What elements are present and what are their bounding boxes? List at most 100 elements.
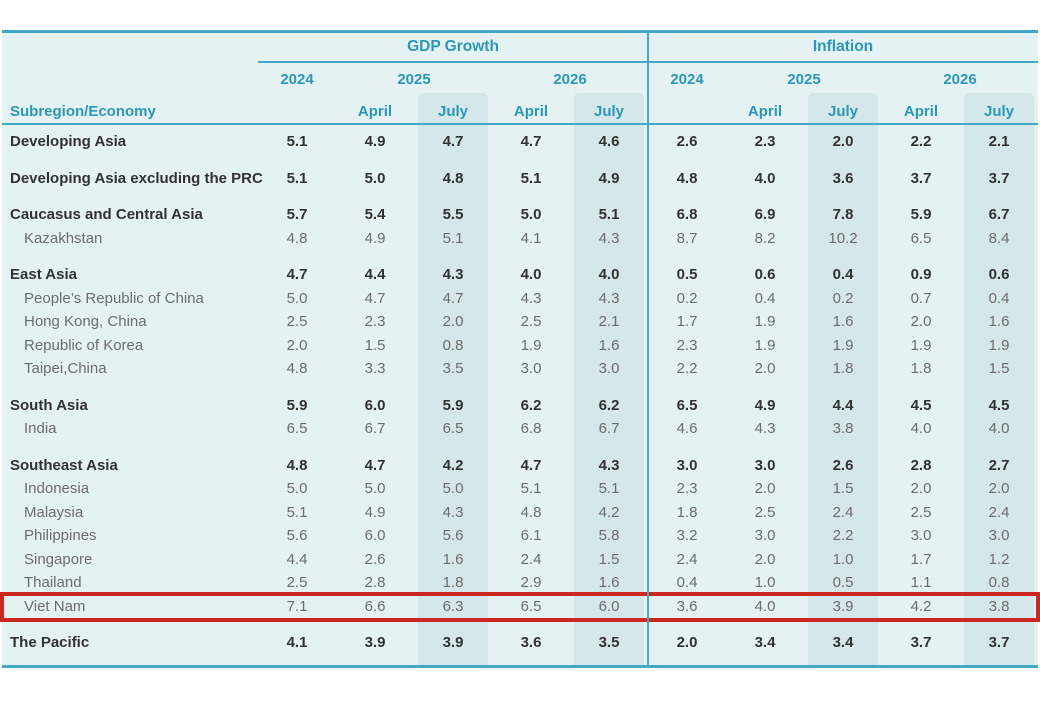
row-label: Caucasus and Central Asia — [10, 206, 203, 224]
gdp-value: 1.8 — [442, 574, 464, 592]
gdp-value: 7.1 — [286, 597, 308, 615]
gdp-value: 1.5 — [364, 336, 386, 354]
gdp-value: 6.5 — [286, 420, 308, 438]
row-label: Viet Nam — [24, 597, 86, 615]
inflation-value: 4.3 — [754, 420, 776, 438]
inflation-value: 1.9 — [754, 336, 776, 354]
inflation-value: 0.6 — [754, 266, 776, 284]
spacer — [648, 96, 726, 123]
inflation-value: 4.0 — [988, 420, 1010, 438]
forecast-table: GDP Growth Inflation 2024 2025 2026 2024… — [0, 30, 1040, 668]
inflation-value: 1.8 — [910, 360, 932, 378]
gdp-value: 5.0 — [364, 480, 386, 498]
inflation-value: 1.2 — [988, 550, 1010, 568]
gdp-value: 5.1 — [286, 503, 308, 521]
inflation-title: Inflation — [648, 33, 1038, 63]
table-body: Developing Asia 5.1 4.9 4.7 4.7 4.6 2.6 2.3 2.0 2… — [0, 125, 1040, 655]
row-label: Singapore — [24, 550, 93, 568]
inflation-value: 3.4 — [832, 634, 854, 652]
table-row: Philippines 5.6 6.0 5.6 6.1 5.8 3.2 3.0 2.2 3.0 3.… — [2, 524, 1038, 548]
month-label-april: April — [357, 103, 393, 120]
row-label: People’s Republic of China — [24, 289, 204, 307]
inflation-value: 3.0 — [988, 527, 1010, 545]
inflation-value: 1.0 — [832, 550, 854, 568]
inflation-value: 7.8 — [832, 206, 854, 224]
inflation-value: 4.2 — [910, 597, 932, 615]
gdp-value: 4.8 — [520, 503, 542, 521]
table-row: Malaysia 5.1 4.9 4.3 4.8 4.2 1.8 2.5 2.4 2.5 2.4 — [2, 501, 1038, 525]
row-label: Kazakhstan — [24, 229, 103, 247]
inflation-value: 0.5 — [832, 574, 854, 592]
gdp-value: 4.4 — [286, 550, 308, 568]
gdp-value: 1.6 — [598, 574, 620, 592]
inflation-value: 5.9 — [910, 206, 932, 224]
gdp-value: 4.6 — [598, 133, 620, 151]
table-row: Taipei,China 4.8 3.3 3.5 3.0 3.0 2.2 2.0 1.8 1.8 1… — [2, 357, 1038, 381]
gdp-growth-title: GDP Growth — [258, 33, 648, 63]
inflation-value: 1.9 — [754, 313, 776, 331]
month-label-july: July — [827, 103, 858, 120]
gdp-value: 6.1 — [520, 527, 542, 545]
inflation-value: 3.9 — [832, 597, 854, 615]
month-label-april: April — [903, 103, 939, 120]
inflation-value: 1.7 — [676, 313, 698, 331]
inflation-value: 1.5 — [832, 480, 854, 498]
inflation-value: 3.7 — [910, 634, 932, 652]
table-row: East Asia 4.7 4.4 4.3 4.0 4.0 0.5 0.6 0.4 0.9 0.6 — [2, 263, 1038, 287]
year-row: 2024 2025 2026 2024 2025 2026 — [2, 63, 1038, 96]
gdp-value: 6.7 — [598, 420, 620, 438]
gdp-value: 4.8 — [286, 360, 308, 378]
gdp-value: 5.9 — [286, 396, 308, 414]
inflation-value: 2.0 — [910, 313, 932, 331]
inflation-value: 1.1 — [910, 574, 932, 592]
inflation-value: 1.8 — [676, 503, 698, 521]
inflation-value: 3.7 — [910, 169, 932, 187]
row-label: Southeast Asia — [10, 456, 118, 474]
inflation-value: 2.8 — [910, 456, 932, 474]
inflation-value: 3.6 — [832, 169, 854, 187]
july-shade-column-inflation-2026 — [964, 93, 1034, 665]
inflation-value: 2.3 — [676, 480, 698, 498]
gdp-value: 6.5 — [442, 420, 464, 438]
gdp-value: 5.0 — [286, 289, 308, 307]
inflation-value: 2.0 — [832, 133, 854, 151]
inflation-value: 1.6 — [832, 313, 854, 331]
inflation-value: 0.5 — [676, 266, 698, 284]
inflation-value: 0.4 — [754, 289, 776, 307]
inflation-value: 2.5 — [910, 503, 932, 521]
table-row: India 6.5 6.7 6.5 6.8 6.7 4.6 4.3 3.8 4.0 4.0 — [2, 417, 1038, 441]
inflation-value: 1.6 — [988, 313, 1010, 331]
table-row: Thailand 2.5 2.8 1.8 2.9 1.6 0.4 1.0 0.5 1.1 0.8 — [2, 571, 1038, 595]
gdp-value: 4.3 — [442, 266, 464, 284]
inflation-value: 0.2 — [676, 289, 698, 307]
gdp-value: 2.5 — [520, 313, 542, 331]
inflation-value: 3.7 — [988, 169, 1010, 187]
inflation-value: 3.4 — [754, 634, 776, 652]
gdp-value: 4.7 — [442, 133, 464, 151]
inflation-value: 2.0 — [988, 480, 1010, 498]
gdp-value: 4.3 — [520, 289, 542, 307]
year-label-gdp-2025: 2025 — [397, 71, 431, 88]
gdp-value: 5.0 — [442, 480, 464, 498]
gdp-value: 1.6 — [442, 550, 464, 568]
gdp-value: 4.0 — [598, 266, 620, 284]
gdp-value: 5.5 — [442, 206, 464, 224]
gdp-value: 2.6 — [364, 550, 386, 568]
row-label: Developing Asia excluding the PRC — [10, 169, 263, 187]
gdp-value: 5.1 — [520, 480, 542, 498]
row-label: Republic of Korea — [24, 336, 144, 354]
spacer — [2, 33, 258, 63]
row-label: Taipei,China — [24, 360, 107, 378]
inflation-value: 0.2 — [832, 289, 854, 307]
gdp-value: 1.9 — [520, 336, 542, 354]
inflation-value: 10.2 — [828, 229, 858, 247]
inflation-value: 0.7 — [910, 289, 932, 307]
inflation-value: 3.2 — [676, 527, 698, 545]
gdp-value: 4.3 — [598, 289, 620, 307]
gdp-value: 4.7 — [286, 266, 308, 284]
july-shade-column-inflation-2025 — [808, 93, 878, 665]
inflation-value: 3.0 — [676, 456, 698, 474]
inflation-value: 2.6 — [676, 133, 698, 151]
gdp-value: 2.8 — [364, 574, 386, 592]
